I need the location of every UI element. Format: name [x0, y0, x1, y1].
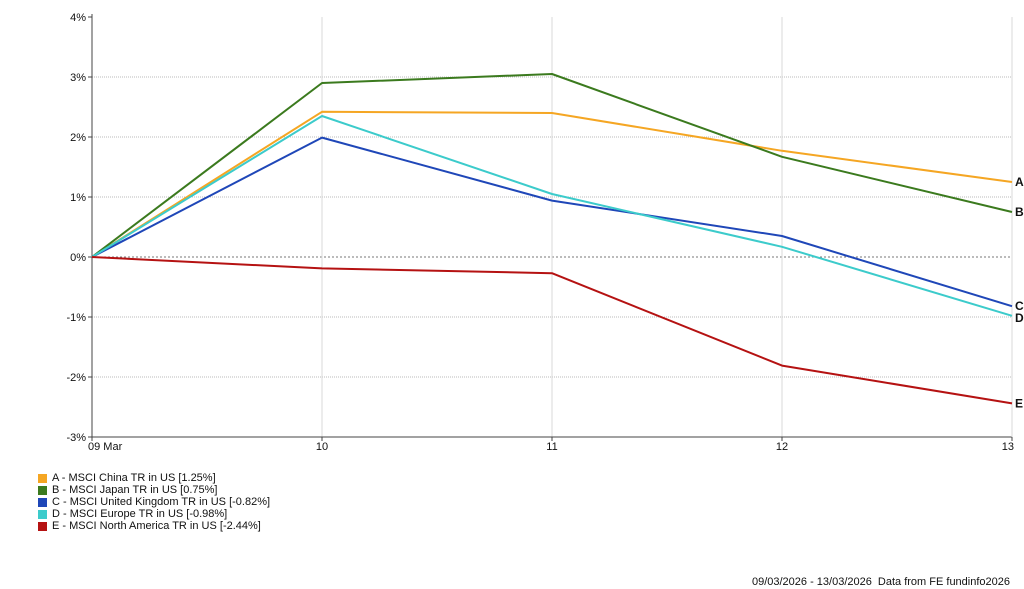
y-tick-label: 4%: [70, 12, 86, 24]
legend-label: E - MSCI North America TR in US [-2.44%]: [52, 520, 261, 532]
legend-swatch: [38, 473, 47, 483]
series-end-label-b: B: [1015, 205, 1024, 219]
series-end-label-d: D: [1015, 311, 1024, 325]
legend-item: E - MSCI North America TR in US [-2.44%]: [38, 520, 270, 532]
legend-label: D - MSCI Europe TR in US [-0.98%]: [52, 508, 228, 520]
y-tick-label: 0%: [70, 252, 86, 264]
y-tick-label: 3%: [70, 72, 86, 84]
chart-footer: 09/03/2026 - 13/03/2026 Data from FE fun…: [752, 576, 1010, 588]
y-tick-label: -3%: [66, 432, 86, 444]
y-tick-label: 2%: [70, 132, 86, 144]
data-source: Data from FE fundinfo2026: [877, 576, 1010, 588]
y-tick-label: -2%: [66, 372, 86, 384]
legend-item: A - MSCI China TR in US [1.25%]: [38, 472, 270, 484]
x-tick-label: 10: [316, 441, 328, 450]
legend-label: B - MSCI Japan TR in US [0.75%]: [52, 484, 218, 496]
series-line-c: [91, 136, 1013, 308]
date-range: 09/03/2026 - 13/03/2026: [751, 576, 872, 588]
legend-swatch: [38, 485, 47, 495]
series-end-label-c: C: [1015, 299, 1024, 313]
x-tick-label: 12: [776, 441, 788, 450]
series-end-label-e: E: [1015, 396, 1023, 410]
legend-label: A - MSCI China TR in US [1.25%]: [52, 472, 216, 484]
legend-item: D - MSCI Europe TR in US [-0.98%]: [38, 508, 270, 520]
chart-legend: A - MSCI China TR in US [1.25%] B - MSCI …: [38, 472, 270, 532]
legend-swatch: [38, 497, 47, 507]
y-tick-label: 1%: [70, 192, 86, 204]
x-tick-label: 11: [546, 441, 557, 450]
x-tick-label: 13: [1002, 441, 1014, 450]
series-end-label-a: A: [1015, 175, 1024, 189]
legend-item: C - MSCI United Kingdom TR in US [-0.82%…: [38, 496, 270, 508]
legend-swatch: [38, 521, 47, 531]
x-tick-label: 09 Mar: [88, 441, 123, 450]
y-tick-label: -1%: [66, 312, 86, 324]
series-line-b: [91, 73, 1013, 258]
series-line-e: [91, 256, 1013, 405]
series-line-a: [91, 110, 1013, 258]
legend-item: B - MSCI Japan TR in US [0.75%]: [38, 484, 270, 496]
legend-swatch: [38, 509, 47, 519]
series-line-d: [91, 115, 1013, 317]
line-chart: 4% 3% 2% 1% 0% -1% -2% -3%09 Mar 10 11 12 13 A B CD E: [66, 12, 1024, 450]
legend-label: C - MSCI United Kingdom TR in US [-0.82%…: [52, 496, 271, 508]
